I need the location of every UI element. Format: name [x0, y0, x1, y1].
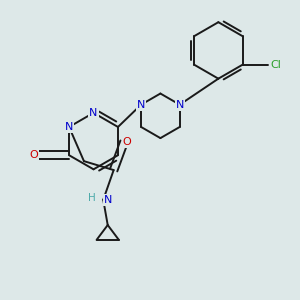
Text: N: N — [65, 122, 73, 132]
Text: O: O — [123, 137, 131, 147]
Text: N: N — [89, 108, 98, 118]
Text: Cl: Cl — [270, 59, 281, 70]
Text: N: N — [103, 195, 112, 205]
Text: H: H — [88, 193, 96, 203]
Text: O: O — [29, 150, 38, 160]
Text: N: N — [176, 100, 184, 110]
Text: N: N — [137, 100, 145, 110]
